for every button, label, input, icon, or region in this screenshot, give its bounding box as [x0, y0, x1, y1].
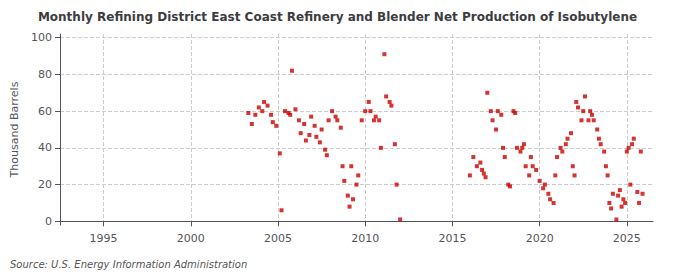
svg-text:20: 20 [38, 178, 52, 191]
svg-text:2010: 2010 [351, 232, 379, 245]
svg-text:Monthly Refining District East: Monthly Refining District East Coast Ref… [38, 10, 637, 24]
svg-text:2005: 2005 [264, 232, 292, 245]
svg-text:Source: U.S. Energy Informatio: Source: U.S. Energy Information Administ… [10, 259, 247, 270]
svg-text:2015: 2015 [438, 232, 466, 245]
svg-text:40: 40 [38, 141, 52, 154]
svg-text:80: 80 [38, 68, 52, 81]
svg-text:2020: 2020 [526, 232, 554, 245]
svg-text:1995: 1995 [90, 232, 118, 245]
svg-text:2000: 2000 [177, 232, 205, 245]
svg-text:60: 60 [38, 105, 52, 118]
svg-text:100: 100 [31, 31, 52, 44]
svg-text:2025: 2025 [613, 232, 641, 245]
svg-text:Thousand Barrels: Thousand Barrels [8, 81, 21, 178]
svg-text:0: 0 [45, 215, 52, 228]
